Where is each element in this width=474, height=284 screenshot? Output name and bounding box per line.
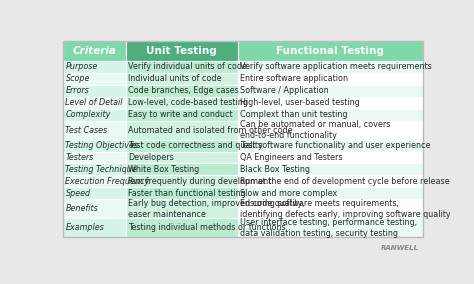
Bar <box>63 164 126 176</box>
Bar <box>237 218 423 237</box>
Bar <box>63 41 126 61</box>
Text: Easy to write and conduct: Easy to write and conduct <box>128 110 233 119</box>
Text: Run frequently during development: Run frequently during development <box>128 177 272 186</box>
Bar <box>63 176 126 187</box>
Text: Errors: Errors <box>65 86 89 95</box>
Bar <box>126 187 237 199</box>
Text: Testers: Testers <box>65 153 94 162</box>
Text: Black Box Testing: Black Box Testing <box>240 165 310 174</box>
Bar <box>237 73 423 85</box>
Bar <box>237 41 423 61</box>
Text: QA Engineers and Testers: QA Engineers and Testers <box>240 153 343 162</box>
Bar <box>237 176 423 187</box>
Text: Testing individual methods or functions: Testing individual methods or functions <box>128 224 286 232</box>
Bar <box>237 164 423 176</box>
Text: Purpose: Purpose <box>65 62 98 71</box>
Bar <box>126 73 237 85</box>
Text: Test Cases: Test Cases <box>65 126 108 135</box>
Bar <box>126 85 237 97</box>
Text: Automated and isolated from other code: Automated and isolated from other code <box>128 126 293 135</box>
Text: Speed: Speed <box>65 189 91 198</box>
Text: Entire software application: Entire software application <box>240 74 348 83</box>
Text: High-level, user-based testing: High-level, user-based testing <box>240 98 360 107</box>
Bar <box>237 152 423 164</box>
Text: Verify individual units of code: Verify individual units of code <box>128 62 247 71</box>
Text: Execution Frequency: Execution Frequency <box>65 177 150 186</box>
Text: Verify software application meets requirements: Verify software application meets requir… <box>240 62 432 71</box>
Text: Developers: Developers <box>128 153 174 162</box>
Text: Complexity: Complexity <box>65 110 111 119</box>
Text: Low-level, code-based testing: Low-level, code-based testing <box>128 98 248 107</box>
Bar <box>63 140 126 152</box>
Text: Unit Testing: Unit Testing <box>146 46 217 56</box>
Bar <box>126 199 237 218</box>
Text: Testing Objectives: Testing Objectives <box>65 141 138 150</box>
Text: Ensuring software meets requirements,
identifying defects early, improving softw: Ensuring software meets requirements, id… <box>240 199 451 219</box>
Bar <box>237 85 423 97</box>
Bar <box>237 97 423 109</box>
Text: Benefits: Benefits <box>65 204 98 213</box>
Text: Functional Testing: Functional Testing <box>276 46 384 56</box>
Text: Slow and more complex: Slow and more complex <box>240 189 337 198</box>
Text: White Box Testing: White Box Testing <box>128 165 200 174</box>
Text: Level of Detail: Level of Detail <box>65 98 123 107</box>
Bar <box>63 61 126 73</box>
Bar <box>63 199 126 218</box>
Text: Software / Application: Software / Application <box>240 86 329 95</box>
Text: Test code correctness and quality: Test code correctness and quality <box>128 141 263 150</box>
Text: Run at the end of development cycle before release: Run at the end of development cycle befo… <box>240 177 450 186</box>
Text: RANWELL: RANWELL <box>381 245 419 250</box>
Text: Early bug detection, improved code quality,
easer maintenance: Early bug detection, improved code quali… <box>128 199 305 219</box>
Bar <box>126 61 237 73</box>
Bar <box>126 152 237 164</box>
Bar <box>126 97 237 109</box>
Text: Test software functionality and user experience: Test software functionality and user exp… <box>240 141 430 150</box>
Bar <box>63 152 126 164</box>
Text: Complext than unit testing: Complext than unit testing <box>240 110 347 119</box>
Text: Criteria: Criteria <box>73 46 116 56</box>
Bar <box>237 121 423 140</box>
Text: Testing Technique: Testing Technique <box>65 165 137 174</box>
Text: Faster than functional testing: Faster than functional testing <box>128 189 246 198</box>
Bar <box>126 218 237 237</box>
Text: Scope: Scope <box>65 74 90 83</box>
Bar <box>63 121 126 140</box>
Bar <box>63 41 423 237</box>
Bar <box>63 187 126 199</box>
Bar <box>63 218 126 237</box>
Bar <box>126 140 237 152</box>
Text: Can be automated or manual, covers
end-to-end functionality: Can be automated or manual, covers end-t… <box>240 120 391 140</box>
Bar <box>126 164 237 176</box>
Bar <box>237 140 423 152</box>
Bar <box>63 97 126 109</box>
Text: Code branches, Edge cases: Code branches, Edge cases <box>128 86 239 95</box>
Bar <box>126 109 237 121</box>
Bar <box>63 85 126 97</box>
Bar <box>63 73 126 85</box>
Bar <box>237 109 423 121</box>
Bar <box>126 121 237 140</box>
Text: Examples: Examples <box>65 224 104 232</box>
Bar <box>126 176 237 187</box>
Bar <box>237 61 423 73</box>
Bar <box>237 199 423 218</box>
Bar <box>126 41 237 61</box>
Bar <box>237 187 423 199</box>
Text: User interface testing, performance testing,
data validation testing, security t: User interface testing, performance test… <box>240 218 417 238</box>
Bar <box>63 109 126 121</box>
Text: Individual units of code: Individual units of code <box>128 74 222 83</box>
